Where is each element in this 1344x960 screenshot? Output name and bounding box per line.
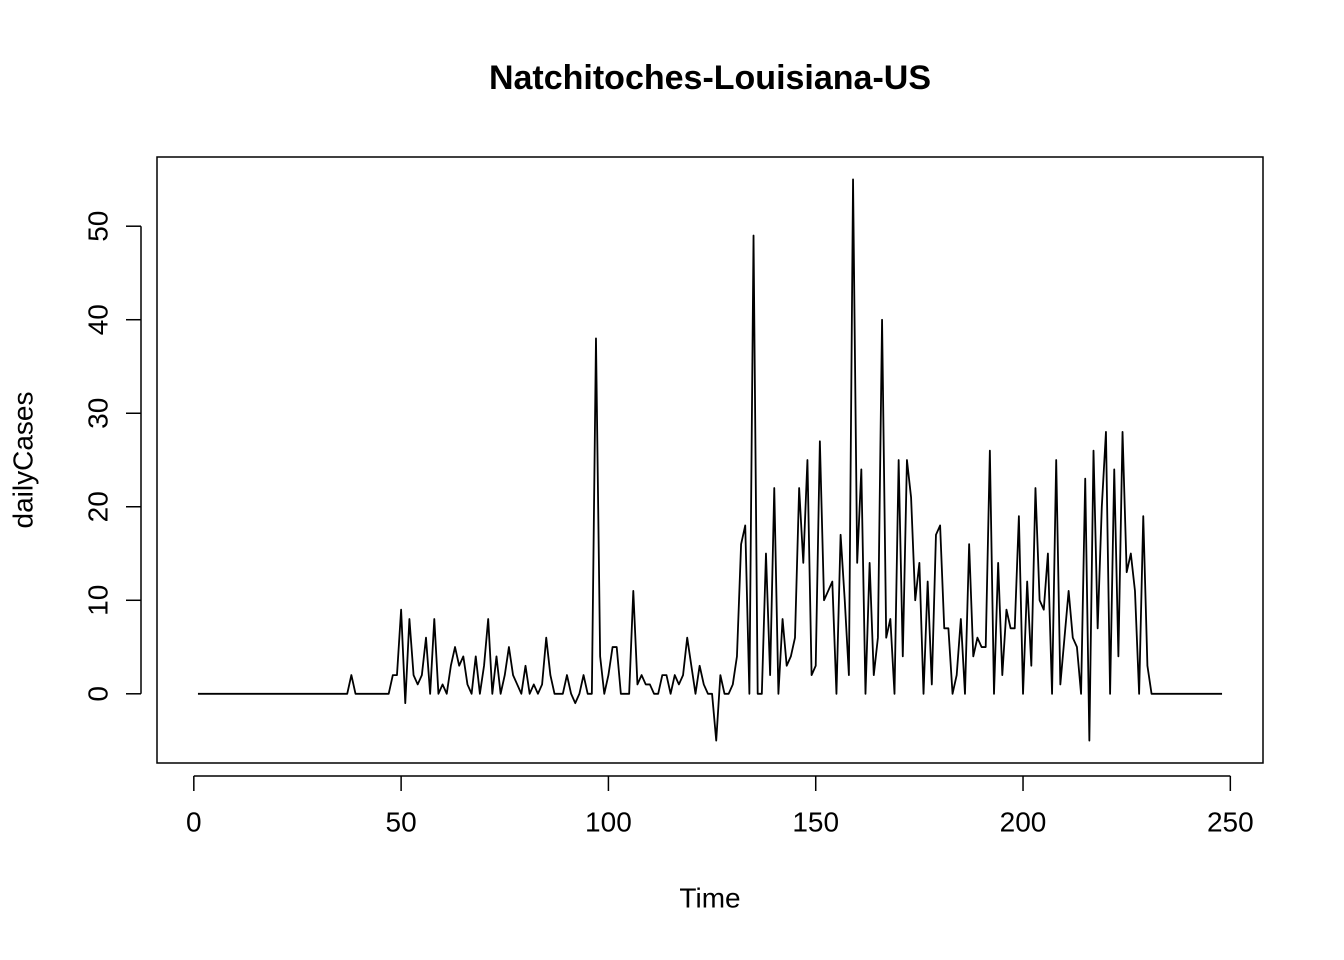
y-axis-label: dailyCases [7, 392, 38, 529]
x-tick-label: 50 [386, 806, 417, 837]
y-tick-label: 0 [82, 686, 113, 702]
x-axis-label: Time [679, 882, 740, 913]
x-tick-label: 250 [1207, 806, 1254, 837]
series-line [197, 178, 1223, 742]
chart-title: Natchitoches-Louisiana-US [489, 59, 931, 97]
x-tick-label: 0 [186, 806, 202, 837]
x-tick-label: 200 [1000, 806, 1047, 837]
y-tick-label: 10 [82, 585, 113, 616]
x-tick-label: 100 [585, 806, 632, 837]
y-tick-label: 30 [82, 398, 113, 429]
plot-box [156, 156, 1264, 764]
y-tick-label: 40 [82, 304, 113, 335]
y-tick-label: 50 [82, 211, 113, 242]
x-tick-label: 150 [792, 806, 839, 837]
y-tick-label: 20 [82, 491, 113, 522]
